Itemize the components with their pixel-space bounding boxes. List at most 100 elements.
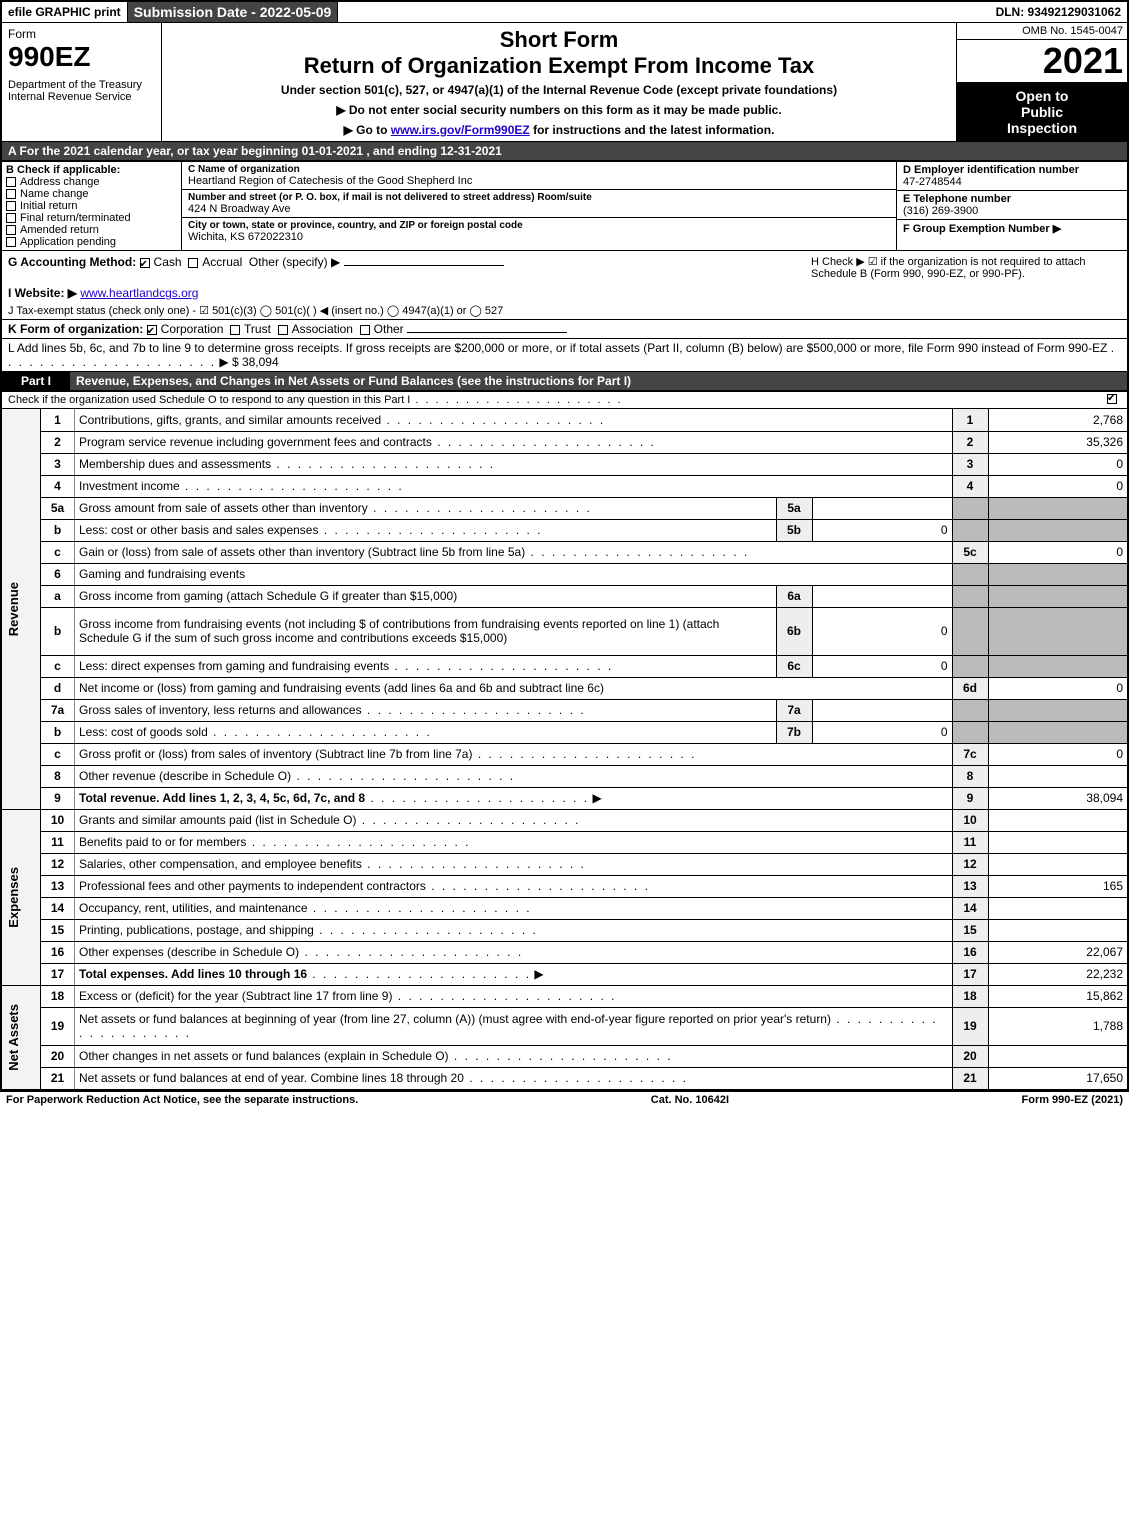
line-3: 3Membership dues and assessments30 bbox=[1, 453, 1128, 475]
l-text: L Add lines 5b, 6c, and 7b to line 9 to … bbox=[8, 341, 1107, 355]
form-number: 990EZ bbox=[8, 41, 155, 73]
inspect-3: Inspection bbox=[959, 120, 1125, 136]
cell-group-exemption: F Group Exemption Number ▶ bbox=[897, 220, 1127, 237]
row-g-h: G Accounting Method: Cash Accrual Other … bbox=[0, 250, 1129, 284]
chk-amended-return[interactable]: Amended return bbox=[6, 224, 177, 236]
line-5a: 5aGross amount from sale of assets other… bbox=[1, 497, 1128, 519]
open-public-inspection: Open to Public Inspection bbox=[957, 83, 1127, 141]
city-label: City or town, state or province, country… bbox=[188, 220, 890, 231]
line-7a: 7aGross sales of inventory, less returns… bbox=[1, 699, 1128, 721]
chk-label: Name change bbox=[20, 188, 89, 200]
line-13: 13Professional fees and other payments t… bbox=[1, 875, 1128, 897]
irs-link[interactable]: www.irs.gov/Form990EZ bbox=[391, 123, 530, 137]
line-10: Expenses 10Grants and similar amounts pa… bbox=[1, 809, 1128, 831]
ein-label: D Employer identification number bbox=[903, 164, 1121, 176]
dln-label: DLN: 93492129031062 bbox=[990, 2, 1127, 22]
chk-other[interactable] bbox=[360, 325, 370, 335]
g-other-input[interactable] bbox=[344, 265, 504, 266]
tax-year: 2021 bbox=[957, 40, 1127, 83]
chk-trust[interactable] bbox=[230, 325, 240, 335]
l-amount: ▶ $ 38,094 bbox=[219, 355, 278, 369]
cell-address: Number and street (or P. O. box, if mail… bbox=[182, 190, 896, 218]
side-netassets: Net Assets bbox=[1, 985, 41, 1089]
line-18: Net Assets 18Excess or (deficit) for the… bbox=[1, 985, 1128, 1007]
chk-label: Amended return bbox=[20, 224, 99, 236]
k-association: Association bbox=[292, 322, 353, 336]
address-label: Number and street (or P. O. box, if mail… bbox=[188, 192, 890, 203]
col-b-header: B Check if applicable: bbox=[6, 164, 177, 176]
line-5b: bLess: cost or other basis and sales exp… bbox=[1, 519, 1128, 541]
line-9: 9Total revenue. Add lines 1, 2, 3, 4, 5c… bbox=[1, 787, 1128, 809]
city-value: Wichita, KS 672022310 bbox=[188, 231, 890, 243]
line-2: 2Program service revenue including gover… bbox=[1, 431, 1128, 453]
k-other: Other bbox=[374, 322, 404, 336]
part-1-check-text: Check if the organization used Schedule … bbox=[8, 394, 1107, 406]
side-revenue: Revenue bbox=[1, 409, 41, 809]
chk-address-change[interactable]: Address change bbox=[6, 176, 177, 188]
chk-initial-return[interactable]: Initial return bbox=[6, 200, 177, 212]
address-value: 424 N Broadway Ave bbox=[188, 203, 890, 215]
k-other-input[interactable] bbox=[407, 332, 567, 333]
dept-label: Department of the Treasury Internal Reve… bbox=[8, 73, 155, 103]
line-4: 4Investment income40 bbox=[1, 475, 1128, 497]
cell-tel: E Telephone number (316) 269-3900 bbox=[897, 191, 1127, 220]
line-16: 16Other expenses (describe in Schedule O… bbox=[1, 941, 1128, 963]
line-1: Revenue 1 Contributions, gifts, grants, … bbox=[1, 409, 1128, 431]
chk-cash[interactable] bbox=[140, 258, 150, 268]
chk-application-pending[interactable]: Application pending bbox=[6, 236, 177, 248]
part-1-title: Revenue, Expenses, and Changes in Net As… bbox=[70, 372, 1127, 390]
omb-number: OMB No. 1545-0047 bbox=[957, 23, 1127, 40]
chk-accrual[interactable] bbox=[188, 258, 198, 268]
header-left: Form 990EZ Department of the Treasury In… bbox=[2, 23, 162, 141]
col-b-checkboxes: B Check if applicable: Address change Na… bbox=[2, 162, 182, 250]
form-header: Form 990EZ Department of the Treasury In… bbox=[0, 23, 1129, 141]
tel-label: E Telephone number bbox=[903, 193, 1121, 205]
line-17: 17Total expenses. Add lines 10 through 1… bbox=[1, 963, 1128, 985]
line-6c: cLess: direct expenses from gaming and f… bbox=[1, 655, 1128, 677]
chk-corporation[interactable] bbox=[147, 325, 157, 335]
footer-right: Form 990-EZ (2021) bbox=[1022, 1094, 1123, 1106]
line-6: 6Gaming and fundraising events bbox=[1, 563, 1128, 585]
line-6d: dNet income or (loss) from gaming and fu… bbox=[1, 677, 1128, 699]
efile-print-label[interactable]: efile GRAPHIC print bbox=[2, 2, 128, 22]
chk-label: Application pending bbox=[20, 236, 116, 248]
chk-label: Initial return bbox=[20, 200, 77, 212]
chk-label: Address change bbox=[20, 176, 100, 188]
footer-mid: Cat. No. 10642I bbox=[651, 1094, 729, 1106]
row-j-tax-exempt: J Tax-exempt status (check only one) - ☑… bbox=[0, 302, 1129, 320]
line-12: 12Salaries, other compensation, and empl… bbox=[1, 853, 1128, 875]
goto-note: ▶ Go to www.irs.gov/Form990EZ for instru… bbox=[168, 123, 950, 137]
line-num: 1 bbox=[41, 409, 75, 431]
chk-name-change[interactable]: Name change bbox=[6, 188, 177, 200]
col-d-ein-tel: D Employer identification number 47-2748… bbox=[897, 162, 1127, 250]
line-15: 15Printing, publications, postage, and s… bbox=[1, 919, 1128, 941]
g-other: Other (specify) ▶ bbox=[249, 255, 340, 269]
header-right: OMB No. 1545-0047 2021 Open to Public In… bbox=[957, 23, 1127, 141]
form-title: Return of Organization Exempt From Incom… bbox=[168, 53, 950, 79]
inspect-2: Public bbox=[959, 104, 1125, 120]
chk-association[interactable] bbox=[278, 325, 288, 335]
form-label: Form bbox=[8, 27, 155, 41]
chk-label: Final return/terminated bbox=[20, 212, 131, 224]
footer-left: For Paperwork Reduction Act Notice, see … bbox=[6, 1094, 358, 1106]
side-expenses: Expenses bbox=[1, 809, 41, 985]
website-label: I Website: ▶ bbox=[8, 286, 77, 300]
part-1-checkbox[interactable] bbox=[1107, 394, 1117, 404]
line-desc: Contributions, gifts, grants, and simila… bbox=[75, 409, 953, 431]
row-g-accounting: G Accounting Method: Cash Accrual Other … bbox=[8, 255, 811, 280]
line-21: 21Net assets or fund balances at end of … bbox=[1, 1067, 1128, 1089]
part-1-tab: Part I bbox=[2, 372, 70, 390]
website-link[interactable]: www.heartlandcgs.org bbox=[80, 286, 198, 300]
chk-final-return[interactable]: Final return/terminated bbox=[6, 212, 177, 224]
section-b-c-d: B Check if applicable: Address change Na… bbox=[0, 162, 1129, 250]
g-accrual: Accrual bbox=[202, 255, 242, 269]
line-19: 19Net assets or fund balances at beginni… bbox=[1, 1007, 1128, 1045]
org-name-value: Heartland Region of Catechesis of the Go… bbox=[188, 175, 890, 187]
org-name-label: C Name of organization bbox=[188, 164, 890, 175]
g-cash: Cash bbox=[154, 255, 182, 269]
page-footer: For Paperwork Reduction Act Notice, see … bbox=[0, 1090, 1129, 1108]
row-l-gross-receipts: L Add lines 5b, 6c, and 7b to line 9 to … bbox=[0, 339, 1129, 372]
submission-date: Submission Date - 2022-05-09 bbox=[128, 2, 339, 22]
line-11: 11Benefits paid to or for members11 bbox=[1, 831, 1128, 853]
part-1-table: Revenue 1 Contributions, gifts, grants, … bbox=[0, 409, 1129, 1090]
